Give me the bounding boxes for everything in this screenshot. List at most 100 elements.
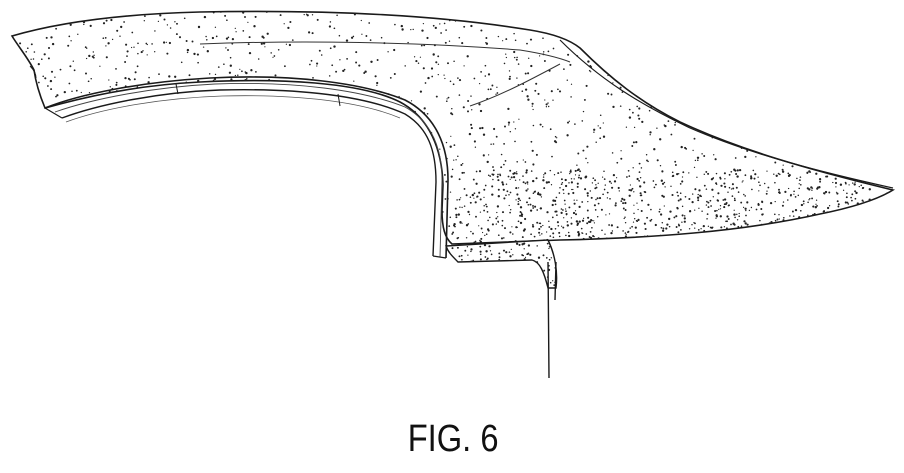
stipple-dot xyxy=(260,162,262,164)
stipple-dot xyxy=(505,53,506,54)
stipple-dot xyxy=(893,134,895,136)
stipple-dot xyxy=(817,151,819,153)
stipple-dot xyxy=(697,157,699,159)
stipple-dot xyxy=(784,191,786,193)
stipple-dot xyxy=(673,47,674,48)
stipple-dot xyxy=(756,209,758,211)
stipple-dot xyxy=(524,17,526,19)
stipple-dot xyxy=(720,226,722,228)
stipple-dot xyxy=(706,204,707,205)
stipple-dot xyxy=(255,92,257,94)
stipple-dot xyxy=(664,205,665,206)
stipple-dot xyxy=(447,268,449,270)
stipple-dot xyxy=(176,23,178,25)
stipple-dot xyxy=(729,187,731,189)
stipple-dot xyxy=(86,240,87,241)
stipple-dot xyxy=(559,242,561,244)
stipple-dot xyxy=(661,170,663,172)
stipple-dot xyxy=(726,55,728,57)
stipple-dot xyxy=(807,232,809,234)
stipple-dot xyxy=(235,31,236,32)
stipple-dot xyxy=(728,230,730,232)
stipple-dot xyxy=(177,108,179,110)
stipple-dot xyxy=(562,182,563,183)
stipple-dot xyxy=(590,71,591,72)
stipple-dot xyxy=(284,121,285,122)
stipple-dot xyxy=(455,214,457,216)
stipple-dot xyxy=(709,51,711,53)
stipple-dot xyxy=(445,198,447,200)
stipple-dot xyxy=(137,53,139,55)
stipple-dot xyxy=(184,17,186,19)
stipple-dot xyxy=(555,228,557,230)
stipple-dot xyxy=(823,211,825,213)
stipple-dot xyxy=(595,141,596,142)
stipple-dot xyxy=(310,244,311,245)
stipple-dot xyxy=(736,230,738,232)
stipple-dot xyxy=(803,225,805,227)
stipple-dot xyxy=(77,109,79,111)
stipple-dot xyxy=(867,227,869,229)
stipple-dot xyxy=(611,94,613,96)
stipple-dot xyxy=(61,216,63,218)
stipple-dot xyxy=(779,174,781,176)
stipple-dot xyxy=(226,114,228,116)
stipple-dot xyxy=(206,39,208,41)
stipple-dot xyxy=(579,170,581,172)
stipple-dot xyxy=(699,239,701,241)
stipple-dot xyxy=(79,218,81,220)
stipple-dot xyxy=(209,73,210,74)
stipple-dot xyxy=(560,212,562,214)
stipple-dot xyxy=(253,98,255,100)
stipple-dot xyxy=(487,269,489,271)
stipple-dot xyxy=(503,250,505,252)
stipple-dot xyxy=(230,57,232,59)
stipple-dot xyxy=(457,237,459,239)
stipple-dot xyxy=(536,222,538,224)
stipple-dot xyxy=(763,18,765,20)
stipple-dot xyxy=(534,90,536,92)
stipple-dot xyxy=(120,227,122,229)
stipple-dot xyxy=(497,205,499,207)
stipple-dot xyxy=(603,50,605,52)
stipple-dot xyxy=(64,130,66,132)
stipple-dot xyxy=(525,88,527,90)
stipple-dot xyxy=(812,102,814,104)
stipple-dot xyxy=(891,87,893,89)
stipple-dot xyxy=(575,170,577,172)
stipple-dot xyxy=(184,167,185,168)
stipple-dot xyxy=(557,88,559,90)
stipple-dot xyxy=(446,98,447,99)
stipple-dot xyxy=(598,125,599,126)
stipple-dot xyxy=(815,152,817,154)
stipple-dot xyxy=(795,209,797,211)
stipple-dot xyxy=(433,53,435,55)
stipple-dot xyxy=(824,54,826,56)
stipple-dot xyxy=(23,197,24,198)
stipple-dot xyxy=(146,132,148,134)
stipple-dot xyxy=(144,15,146,17)
stipple-dot xyxy=(807,50,808,51)
stipple-dot xyxy=(746,108,748,110)
stipple-dot xyxy=(565,179,567,181)
stipple-dot xyxy=(38,63,40,65)
stipple-dot xyxy=(106,56,108,58)
stipple-dot xyxy=(770,225,772,227)
stipple-dot xyxy=(50,128,51,129)
stipple-dot xyxy=(811,197,813,199)
stipple-dot xyxy=(100,228,102,230)
stipple-dot xyxy=(860,209,862,211)
stipple-dot xyxy=(513,12,515,14)
stipple-dot xyxy=(464,205,466,207)
stipple-dot xyxy=(587,201,588,202)
stipple-dot xyxy=(681,180,683,182)
stipple-dot xyxy=(628,170,630,172)
stipple-dot xyxy=(633,205,634,206)
stipple-dot xyxy=(204,16,206,18)
stipple-dot xyxy=(731,41,733,43)
stipple-dot xyxy=(859,223,861,225)
stipple-dot xyxy=(277,84,279,86)
stipple-dot xyxy=(445,265,447,267)
stipple-dot xyxy=(509,255,511,257)
stipple-dot xyxy=(364,195,366,197)
